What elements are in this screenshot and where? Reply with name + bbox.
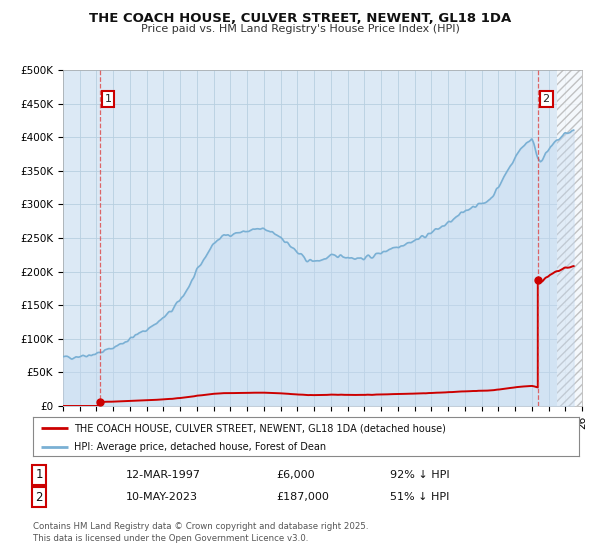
Text: Price paid vs. HM Land Registry's House Price Index (HPI): Price paid vs. HM Land Registry's House … (140, 24, 460, 34)
Text: 1: 1 (104, 94, 112, 104)
Bar (557, 70, 582, 406)
Text: £187,000: £187,000 (276, 492, 329, 502)
Text: 1: 1 (35, 468, 43, 482)
Text: 10-MAY-2023: 10-MAY-2023 (126, 492, 198, 502)
Text: HPI: Average price, detached house, Forest of Dean: HPI: Average price, detached house, Fore… (74, 442, 326, 451)
Text: 2: 2 (542, 94, 550, 104)
Text: £6,000: £6,000 (276, 470, 314, 480)
Text: THE COACH HOUSE, CULVER STREET, NEWENT, GL18 1DA (detached house): THE COACH HOUSE, CULVER STREET, NEWENT, … (74, 423, 446, 433)
Text: 12-MAR-1997: 12-MAR-1997 (126, 470, 201, 480)
Text: Contains HM Land Registry data © Crown copyright and database right 2025.
This d: Contains HM Land Registry data © Crown c… (33, 522, 368, 543)
Bar (557, 70, 582, 406)
Text: THE COACH HOUSE, CULVER STREET, NEWENT, GL18 1DA: THE COACH HOUSE, CULVER STREET, NEWENT, … (89, 12, 511, 25)
Text: 2: 2 (35, 491, 43, 504)
Text: 92% ↓ HPI: 92% ↓ HPI (390, 470, 449, 480)
Text: 51% ↓ HPI: 51% ↓ HPI (390, 492, 449, 502)
